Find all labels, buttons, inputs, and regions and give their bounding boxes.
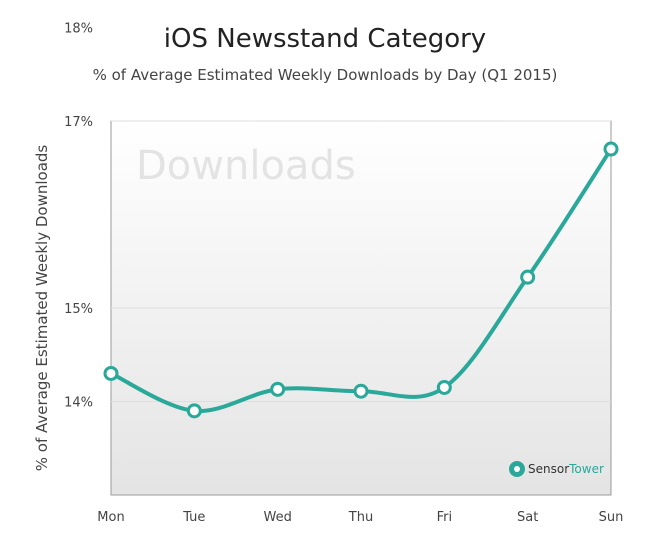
watermark-text: Downloads <box>136 143 356 189</box>
data-point <box>520 269 536 285</box>
x-tick-label: Thu <box>348 510 373 525</box>
y-tick-label: 15% <box>64 302 93 317</box>
data-point <box>103 365 119 381</box>
data-point <box>186 403 202 419</box>
x-tick-label: Mon <box>97 510 124 525</box>
y-tick-label: 18% <box>64 22 93 37</box>
sensortower-logo-icon-inner <box>514 466 520 472</box>
chart-subtitle: % of Average Estimated Weekly Downloads … <box>92 66 558 84</box>
x-tick-label: Sun <box>599 510 624 525</box>
sensortower-logo: SensorTower <box>509 461 604 477</box>
y-tick-label: 17% <box>64 115 93 130</box>
x-tick-label: Wed <box>263 510 291 525</box>
x-tick-label: Tue <box>182 510 205 525</box>
sensortower-logo-text: SensorTower <box>528 462 604 476</box>
data-point <box>270 381 286 397</box>
data-point <box>353 383 369 399</box>
x-tick-labels: Mon Tue Wed Thu Fri Sat Sun <box>97 510 623 525</box>
y-tick-label: 14% <box>64 396 93 411</box>
data-point <box>603 141 619 157</box>
data-point <box>436 379 452 395</box>
x-tick-label: Fri <box>437 510 453 525</box>
x-tick-label: Sat <box>517 510 538 525</box>
chart-title: iOS Newsstand Category <box>163 24 487 54</box>
gridlines <box>111 120 611 402</box>
y-tick-labels: 14% 15% 17% 18% <box>64 22 93 411</box>
y-axis-label: % of Average Estimated Weekly Downloads <box>33 145 51 472</box>
data-points <box>103 141 619 419</box>
